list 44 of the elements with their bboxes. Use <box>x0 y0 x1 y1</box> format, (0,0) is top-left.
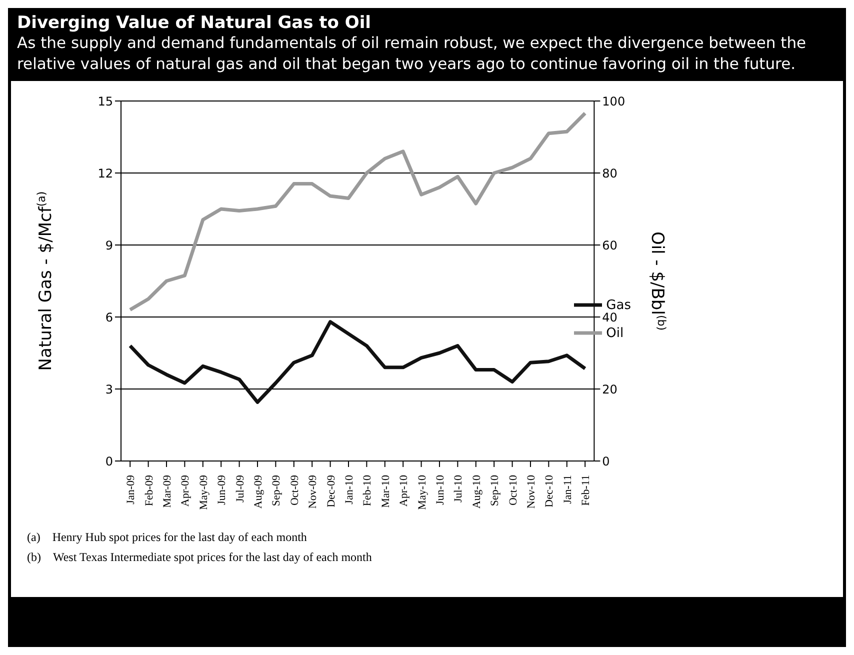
x-tick-label: Jan-10 <box>343 474 356 504</box>
x-tick-label: Jan-11 <box>562 475 574 504</box>
x-tick-label: Feb-10 <box>362 474 374 506</box>
chart-subtitle: As the supply and demand fundamentals of oil remain robust, we expect the divergence between the relative values of natural gas and oil that began two years ago to continue favoring oil in the future. <box>17 33 808 75</box>
y-tick-label: 0 <box>105 454 113 468</box>
x-tick-label: Jul-09 <box>234 474 246 502</box>
line-series <box>128 320 587 404</box>
x-tick-label: Mar-09 <box>161 474 174 508</box>
x-tick-label: Feb-09 <box>143 474 156 506</box>
y-tick-label: 3 <box>105 382 113 396</box>
chart-title: Diverging Value of Natural Gas to Oil <box>17 13 372 33</box>
x-tick-label: Aug-09 <box>252 474 264 509</box>
legend-label: Oil <box>606 326 624 342</box>
x-tick-label: Apr-10 <box>398 474 410 507</box>
x-tick-label: May-09 <box>198 474 210 510</box>
x-tick-label: Aug-10 <box>470 474 483 509</box>
x-tick-label: Mar-10 <box>380 474 392 508</box>
y2-tick-label: 100 <box>602 94 626 108</box>
x-tick-label: May-10 <box>416 474 428 510</box>
text: (b) West Texas Intermediate spot prices for the last day of each month <box>27 549 373 566</box>
y2-tick-label: 60 <box>602 238 618 252</box>
x-tick-label: Feb-11 <box>580 475 592 506</box>
y-tick-label: 9 <box>105 238 113 252</box>
y2-tick-label: 80 <box>602 166 618 180</box>
x-tick-label: Apr-09 <box>180 474 192 507</box>
x-tick-label: Jun-10 <box>434 474 446 505</box>
x-tick-label: Sep-10 <box>489 474 502 506</box>
y2-tick-label: 0 <box>602 454 610 468</box>
y-tick-label: 6 <box>105 310 113 324</box>
line-series <box>128 111 587 312</box>
x-tick-label: Oct-09 <box>288 474 301 506</box>
x-tick-label: Dec-09 <box>325 474 338 508</box>
x-tick-label: Jun-09 <box>216 474 228 505</box>
x-tick-label: Jul-10 <box>452 474 465 502</box>
x-tick-label: Oct-10 <box>507 474 520 506</box>
text: (a) Henry Hub spot prices for the last day of each month <box>27 529 308 546</box>
y2-tick-label: 20 <box>602 382 618 396</box>
y-tick-label: 15 <box>98 94 113 108</box>
y-tick-label: 12 <box>98 166 113 180</box>
x-tick-label: Dec-10 <box>544 474 556 508</box>
x-tick-label: Nov-09 <box>307 474 320 509</box>
x-tick-label: Sep-09 <box>270 474 283 506</box>
x-tick-label: Nov-10 <box>525 474 538 509</box>
x-tick-label: Jan-09 <box>125 474 138 504</box>
